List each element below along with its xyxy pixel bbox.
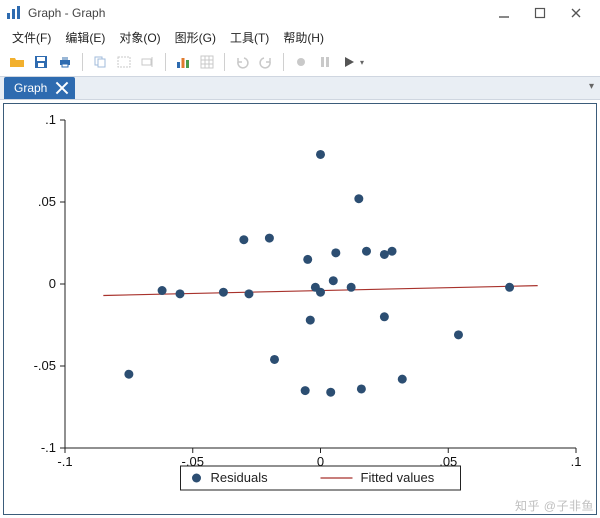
save-icon[interactable] bbox=[30, 51, 52, 73]
toolbar-separator bbox=[165, 53, 166, 71]
y-tick-label: -.1 bbox=[41, 440, 56, 455]
residual-point bbox=[354, 194, 363, 203]
residual-point bbox=[362, 247, 371, 256]
tab-close-icon[interactable] bbox=[55, 81, 69, 95]
legend-label: Residuals bbox=[211, 470, 269, 485]
legend-label: Fitted values bbox=[361, 470, 435, 485]
residual-point bbox=[158, 286, 167, 295]
residual-point bbox=[347, 283, 356, 292]
redo-icon[interactable] bbox=[255, 51, 277, 73]
window-title: Graph - Graph bbox=[28, 6, 486, 20]
menu-edit[interactable]: 编辑(E) bbox=[59, 27, 111, 48]
toolbar: ▾ bbox=[0, 48, 600, 76]
legend-marker-icon bbox=[192, 474, 201, 483]
menu-tools[interactable]: 工具(T) bbox=[224, 27, 275, 48]
residual-point bbox=[306, 316, 315, 325]
residual-point bbox=[398, 375, 407, 384]
tab-overflow-icon[interactable]: ▾ bbox=[589, 81, 594, 92]
y-tick-label: 0 bbox=[49, 276, 56, 291]
graph-panel: -.1-.050.05.1-.1-.050.05.1Residuals, L2R… bbox=[3, 103, 597, 515]
minimize-button[interactable] bbox=[486, 2, 522, 24]
maximize-button[interactable] bbox=[522, 2, 558, 24]
open-folder-icon[interactable] bbox=[6, 51, 28, 73]
close-button[interactable] bbox=[558, 2, 594, 24]
play-icon[interactable] bbox=[338, 51, 360, 73]
residual-point bbox=[175, 289, 184, 298]
residual-point bbox=[331, 248, 340, 257]
residual-point bbox=[301, 386, 310, 395]
x-tick-label: .1 bbox=[571, 454, 582, 469]
residual-point bbox=[316, 150, 325, 159]
residual-point bbox=[124, 370, 133, 379]
menu-file[interactable]: 文件(F) bbox=[6, 27, 57, 48]
play-dropdown-icon[interactable]: ▾ bbox=[360, 58, 364, 67]
residual-point bbox=[388, 247, 397, 256]
select-icon[interactable] bbox=[113, 51, 135, 73]
residual-point bbox=[326, 388, 335, 397]
residual-point bbox=[219, 288, 228, 297]
residual-point bbox=[244, 289, 253, 298]
menu-help[interactable]: 帮助(H) bbox=[277, 27, 330, 48]
tabstrip: Graph ▾ bbox=[0, 76, 600, 100]
app-icon bbox=[6, 5, 22, 21]
residual-point bbox=[454, 330, 463, 339]
residual-point bbox=[270, 355, 279, 364]
residual-point bbox=[380, 250, 389, 259]
rename-icon[interactable] bbox=[137, 51, 159, 73]
undo-icon[interactable] bbox=[231, 51, 253, 73]
bar-chart-icon[interactable] bbox=[172, 51, 194, 73]
menubar: 文件(F) 编辑(E) 对象(O) 图形(G) 工具(T) 帮助(H) bbox=[0, 26, 600, 48]
toolbar-separator bbox=[283, 53, 284, 71]
toolbar-separator bbox=[224, 53, 225, 71]
tab-label: Graph bbox=[14, 81, 47, 95]
pause-icon[interactable] bbox=[314, 51, 336, 73]
toolbar-separator bbox=[82, 53, 83, 71]
residual-point bbox=[265, 234, 274, 243]
residual-point bbox=[380, 312, 389, 321]
menu-object[interactable]: 对象(O) bbox=[113, 27, 166, 48]
residual-point bbox=[239, 235, 248, 244]
titlebar: Graph - Graph bbox=[0, 0, 600, 26]
y-tick-label: .05 bbox=[38, 194, 56, 209]
residual-point bbox=[357, 384, 366, 393]
menu-graph[interactable]: 图形(G) bbox=[169, 27, 222, 48]
x-tick-label: -.1 bbox=[57, 454, 72, 469]
residual-point bbox=[329, 276, 338, 285]
graph-canvas: -.1-.050.05.1-.1-.050.05.1Residuals, L2R… bbox=[10, 110, 590, 508]
y-tick-label: -.05 bbox=[34, 358, 56, 373]
residual-point bbox=[303, 255, 312, 264]
grid-icon[interactable] bbox=[196, 51, 218, 73]
scatter-plot: -.1-.050.05.1-.1-.050.05.1Residuals, L2R… bbox=[10, 110, 590, 508]
residual-point bbox=[505, 283, 514, 292]
residual-point bbox=[316, 288, 325, 297]
record-icon[interactable] bbox=[290, 51, 312, 73]
y-tick-label: .1 bbox=[45, 112, 56, 127]
print-icon[interactable] bbox=[54, 51, 76, 73]
copy-icon[interactable] bbox=[89, 51, 111, 73]
tab-graph[interactable]: Graph bbox=[4, 77, 75, 99]
